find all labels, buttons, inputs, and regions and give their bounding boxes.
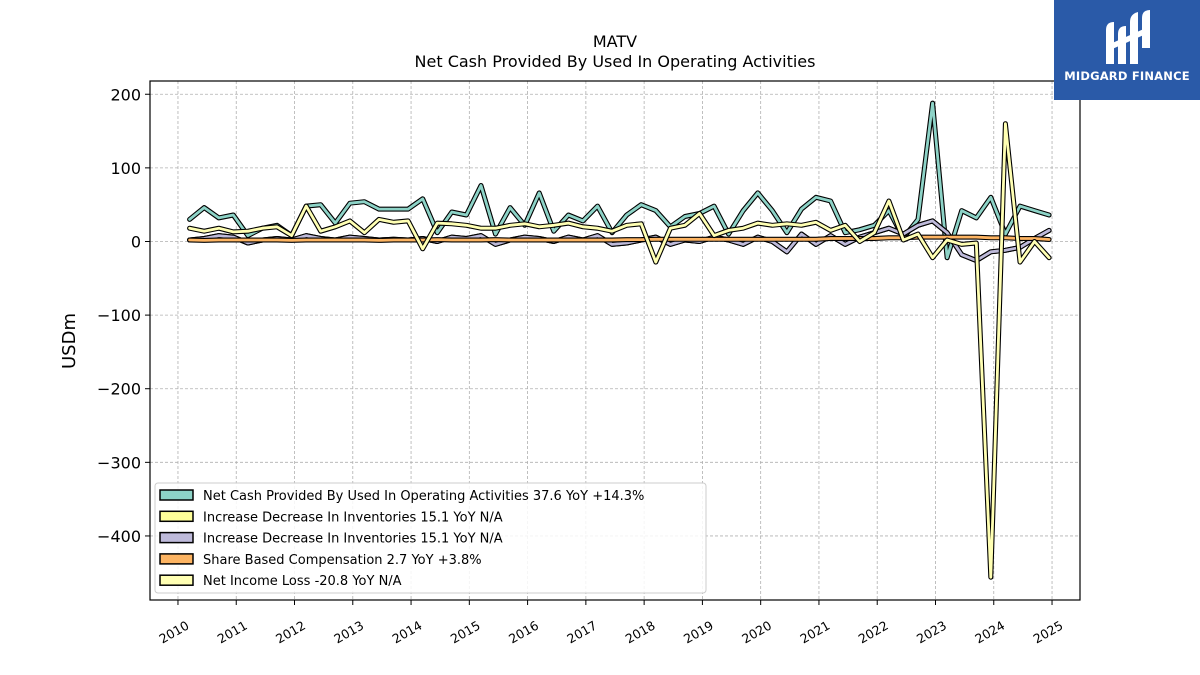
x-tick-label: 2022 (856, 618, 891, 647)
legend-label: Net Cash Provided By Used In Operating A… (203, 489, 644, 504)
x-tick-label: 2016 (506, 618, 541, 647)
x-tick-label: 2019 (681, 618, 716, 647)
x-tick-label: 2025 (1030, 618, 1065, 647)
x-tick-label: 2012 (273, 618, 308, 647)
legend-swatch (159, 531, 194, 544)
y-tick-label: 200 (110, 85, 141, 104)
brand-name: MIDGARD FINANCE (1064, 69, 1190, 83)
chart-subtitle: Net Cash Provided By Used In Operating A… (415, 52, 816, 71)
legend-label: Increase Decrease In Inventories 15.1 Yo… (203, 532, 503, 547)
y-tick-label: 100 (110, 159, 141, 178)
legend-swatch (159, 574, 194, 586)
legend-swatch (159, 510, 194, 523)
midgard-finance-logo: MIDGARD FINANCE (1054, 0, 1200, 100)
x-tick-label: 2021 (797, 618, 832, 647)
y-axis: 200 100 0 −100 −200 −300 −400 (97, 85, 150, 546)
x-tick-label: 2020 (739, 618, 774, 647)
legend-label: Net Income Loss -20.8 YoY N/A (203, 574, 402, 589)
legend-swatch (159, 489, 194, 501)
y-axis-label: USDm (59, 313, 80, 369)
x-tick-label: 2024 (972, 618, 1007, 647)
x-tick-label: 2013 (331, 618, 366, 647)
x-tick-label: 2017 (564, 618, 599, 647)
legend-swatch (159, 553, 194, 565)
series-layer (187, 100, 1052, 580)
y-tick-label: −400 (97, 527, 141, 546)
legend-label: Increase Decrease In Inventories 15.1 Yo… (203, 510, 503, 525)
x-tick-label: 2011 (215, 618, 250, 647)
midgard-m-logo-icon (1106, 10, 1150, 64)
plot-frame (149, 80, 1081, 601)
x-tick-label: 2023 (914, 618, 949, 647)
y-tick-label: −300 (97, 453, 141, 472)
legend-label: Share Based Compensation 2.7 YoY +3.8% (203, 553, 482, 568)
x-tick-label: 2015 (448, 618, 483, 647)
series-line (188, 122, 1051, 579)
y-tick-label: −200 (97, 380, 141, 399)
series-4 (187, 121, 1052, 580)
x-tick-label: 2014 (390, 618, 425, 647)
x-tick-label: 2018 (623, 618, 658, 647)
y-tick-label: −100 (97, 306, 141, 325)
chart-title: MATV (593, 32, 637, 51)
x-tick-label: 2010 (156, 618, 191, 647)
legend: Net Cash Provided By Used In Operating A… (154, 482, 707, 594)
y-tick-label: 0 (131, 232, 141, 251)
x-axis: 2010 2011 2012 2013 2014 2015 2016 2017 2018 2019… (156, 600, 1066, 647)
legend-frame (154, 482, 707, 594)
